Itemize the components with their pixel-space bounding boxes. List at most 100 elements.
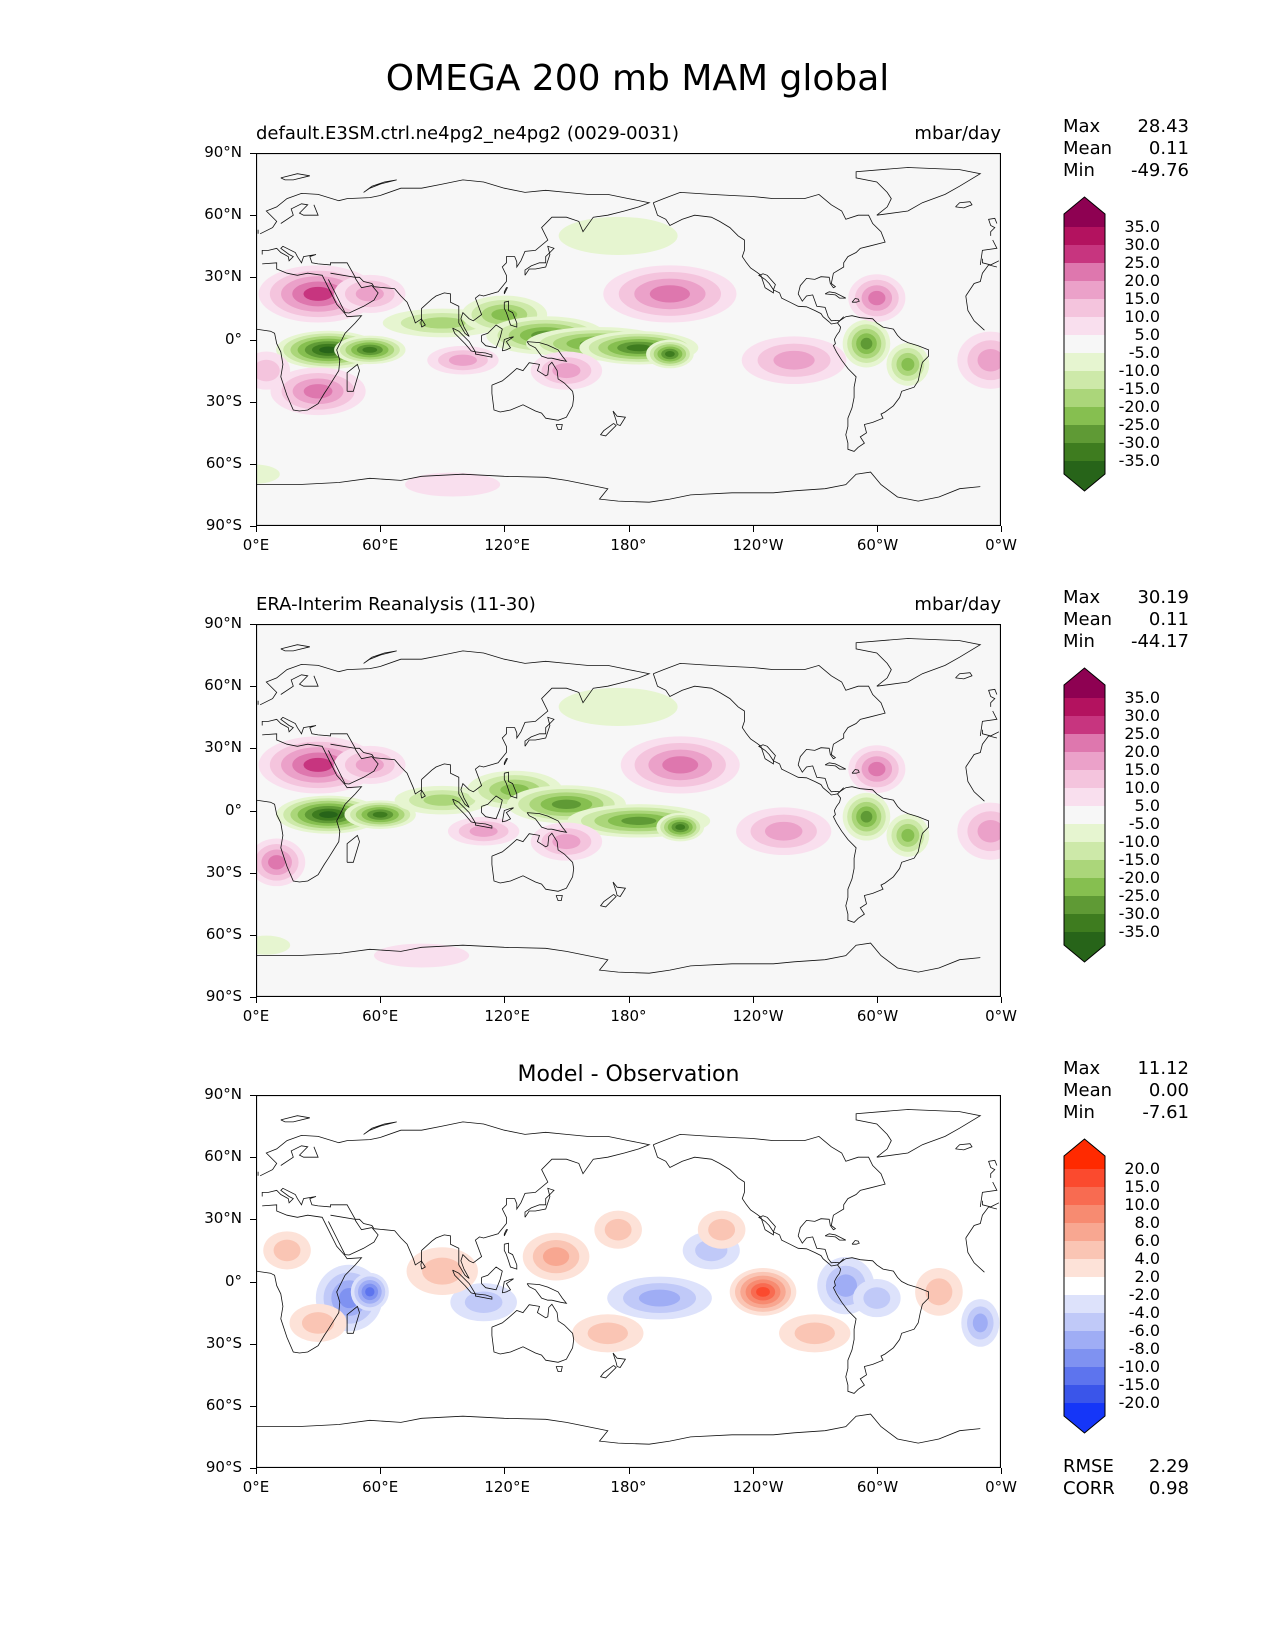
lon-tick-label: 60°E (362, 1007, 399, 1025)
lat-tick (250, 339, 256, 341)
coastline (474, 351, 493, 358)
coastline (259, 1121, 651, 1279)
colorbar-outline (1063, 1138, 1106, 1434)
stat-label: Max (1063, 587, 1101, 608)
colorbar-tick-label: -25.0 (1118, 886, 1160, 905)
coastline (982, 1200, 1000, 1208)
coastline (851, 298, 860, 303)
stat-row: Max 28.43 (1063, 116, 1189, 138)
stat-label: Mean (1063, 138, 1113, 159)
lat-tick (250, 1405, 256, 1407)
colorbar-segment (1064, 281, 1105, 299)
colorbar-segment (1064, 770, 1105, 788)
contour-fill (273, 1239, 301, 1262)
lat-tick (250, 215, 256, 217)
lon-tick (504, 1468, 506, 1474)
contour-fill (626, 344, 652, 352)
colorbar-tick-label: 25.0 (1124, 253, 1160, 272)
contour-fill (649, 285, 691, 303)
colorbar-segment (1064, 1349, 1105, 1367)
colorbar-tick-label: 10.0 (1124, 307, 1160, 326)
colorbar-tick-label: -30.0 (1118, 904, 1160, 923)
coastline (612, 1352, 627, 1368)
colorbar-segment (1064, 1223, 1105, 1241)
coastline (824, 291, 846, 299)
contour-fill (552, 834, 581, 850)
coastline (363, 179, 397, 193)
contour-fill (355, 286, 384, 302)
coastline (851, 769, 860, 774)
lon-tick (256, 997, 257, 1003)
coastline (855, 1109, 982, 1158)
lon-tick (256, 1468, 257, 1474)
contour-fill (587, 1322, 628, 1345)
colorbar-segment (1064, 1205, 1105, 1223)
error-stat-row: RMSE 2.29 (1063, 1456, 1189, 1478)
coastline (653, 662, 886, 793)
coastline (599, 894, 617, 908)
colorbar-segment (1064, 1169, 1105, 1187)
coastline (420, 789, 426, 799)
colorbar-segment (1064, 1367, 1105, 1385)
stat-label: Min (1063, 160, 1095, 181)
colorbar (1063, 667, 1106, 963)
coastline (855, 638, 982, 687)
lon-tick (752, 1468, 754, 1474)
coastline (988, 1159, 998, 1178)
colorbar-segment (1064, 1259, 1105, 1277)
lat-tick-label: 30°N (204, 1209, 242, 1228)
contour-fill (860, 810, 873, 823)
lat-tick (250, 1468, 256, 1469)
coastline (955, 672, 973, 680)
contour-fill (418, 317, 466, 329)
colorbar (1063, 196, 1106, 492)
coastline (501, 807, 514, 823)
coastline (965, 766, 985, 802)
coastline (653, 1133, 886, 1264)
lon-tick (1001, 997, 1002, 1003)
colorbar-tick-label: 8.0 (1134, 1213, 1160, 1232)
error-stats: RMSE 2.29 CORR 0.98 (1063, 1456, 1189, 1500)
lon-tick-label: 120°W (732, 536, 784, 554)
colorbar-tick-label: -10.0 (1118, 1357, 1160, 1376)
map-frame (256, 624, 1001, 997)
coastline (280, 1115, 310, 1123)
colorbar-segment (1064, 734, 1105, 752)
stat-value: 11.12 (1137, 1058, 1189, 1079)
lon-tick-label: 60°W (856, 1007, 899, 1025)
colorbar-tick-label: 5.0 (1134, 325, 1160, 344)
coastline (474, 1293, 493, 1300)
coastline (452, 327, 477, 353)
colorbar-tick-label: -15.0 (1118, 1375, 1160, 1394)
contour-fill (863, 1287, 891, 1309)
stat-row: Min -44.17 (1063, 631, 1189, 653)
lon-tick (504, 997, 506, 1003)
coastline (955, 1143, 973, 1151)
obs-subtitle: ERA-Interim Reanalysis (11-30) (256, 594, 536, 615)
stat-row: Mean 0.11 (1063, 138, 1189, 160)
colorbar-tick-label: 30.0 (1124, 235, 1160, 254)
coastline (481, 1266, 503, 1291)
contour-fill (794, 1322, 835, 1345)
stat-label: Max (1063, 1058, 1101, 1079)
contour-fill (664, 351, 675, 357)
colorbar-tick-label: -10.0 (1118, 361, 1160, 380)
lat-tick (250, 810, 256, 812)
lat-tick-label: 0° (224, 1271, 242, 1290)
stat-label: Min (1063, 631, 1095, 652)
lat-tick-label: 90°S (205, 987, 242, 1005)
colorbar-segment (1064, 878, 1105, 896)
error-stat-value: 2.29 (1148, 1456, 1189, 1477)
contour-fill (868, 761, 886, 777)
coastline (526, 1283, 568, 1304)
contour-fill (355, 757, 384, 773)
stat-row: Max 11.12 (1063, 1058, 1189, 1080)
colorbar-extend-min (1064, 932, 1105, 962)
lon-tick (628, 1468, 630, 1474)
difference-map (256, 1095, 1001, 1468)
colorbar-segment (1064, 1313, 1105, 1331)
stat-value: 0.11 (1148, 609, 1189, 630)
contour-fill (469, 825, 498, 837)
colorbar-extend-max (1064, 1139, 1105, 1169)
lat-tick-label: 60°N (204, 676, 242, 695)
